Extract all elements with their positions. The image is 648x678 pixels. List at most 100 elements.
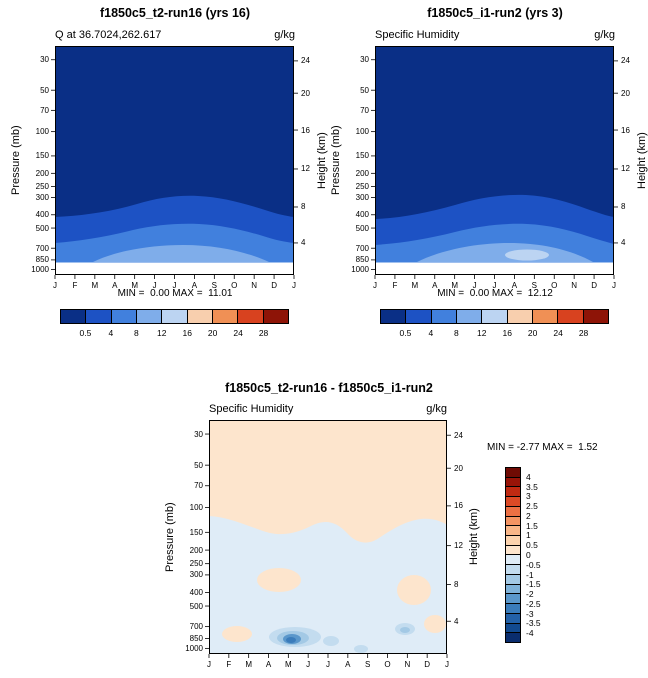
colorbar: 0.5 4 8 12 16 20 24 28: [60, 309, 289, 343]
tick-label: 1000: [31, 265, 49, 274]
tick-label: 70: [360, 105, 369, 115]
tick-label: 12: [301, 164, 310, 174]
plot-frame: [209, 420, 447, 654]
plot-header: Q at 36.7024,262.617 g/kg: [55, 29, 295, 41]
tick-label: 70: [40, 105, 49, 115]
tick-label: N: [571, 281, 578, 290]
diff-positive-patch: [424, 615, 446, 633]
colorbar-segment: [507, 310, 533, 323]
colorbar-tick-label: 12: [477, 328, 487, 338]
colorbar-segment: [506, 526, 520, 537]
tick-label: M: [91, 281, 99, 290]
tick-label: A: [432, 281, 438, 290]
tick-label: 1000: [185, 643, 203, 653]
tick-label: 12: [454, 541, 463, 551]
tick-label: J: [292, 281, 296, 290]
colorbar-segment: [506, 584, 520, 595]
tick-label: M: [131, 281, 138, 290]
tick-label: J: [373, 281, 377, 290]
tick-label: 8: [301, 202, 306, 212]
colorbar-tick-label: 3: [526, 491, 531, 502]
tick-label: 150: [355, 151, 369, 161]
tick-label: F: [392, 281, 398, 290]
units-label: g/kg: [274, 29, 295, 41]
tick-label: 16: [621, 125, 630, 135]
tick-label: O: [231, 281, 238, 290]
colorbar-tick-label: 28: [578, 328, 589, 338]
colorbar-tick-label: 8: [133, 328, 139, 338]
tick-label: 4: [301, 238, 306, 248]
tick-label: A: [112, 281, 118, 290]
colorbar-segment: [506, 468, 520, 478]
colorbar-segment: [111, 310, 137, 323]
colorbar-tick-label: 28: [258, 328, 269, 338]
colorbar-tick-label: -1: [526, 569, 534, 580]
colorbar-segment: [506, 565, 520, 575]
tick-label: A: [345, 660, 351, 669]
tick-label: J: [306, 660, 311, 669]
panel-run2: f1850c5_i1-run2 (yrs 3) Specific Humidit…: [320, 0, 648, 360]
colorbar-tick-label: 20: [207, 328, 218, 338]
y-axis-title: Pressure (mb): [10, 125, 22, 196]
colorbar-segment: [506, 487, 520, 498]
tick-label: D: [271, 281, 277, 290]
tick-label: F: [72, 281, 78, 290]
panel-title: f1850c5_t2-run16 - f1850c5_i1-run2: [225, 381, 433, 395]
diff-positive-patch: [397, 575, 431, 605]
colorbar-segment: [506, 594, 520, 605]
tick-label: 850: [189, 634, 203, 644]
diff-negative-blob: [323, 636, 339, 646]
tick-label: D: [424, 660, 431, 669]
colorbar-segment: [506, 574, 520, 585]
tick-label: 70: [194, 481, 203, 491]
tick-label: A: [511, 281, 518, 290]
tick-label: J: [326, 660, 330, 669]
contour-band-8-12: [417, 243, 593, 262]
colorbar-segment: [506, 506, 520, 517]
colorbar-tick-label: 3.5: [526, 481, 538, 492]
colorbar-tick-label: -3: [526, 608, 534, 619]
plot-frame: [375, 46, 614, 275]
tick-label: 50: [360, 85, 369, 95]
tick-label: 8: [454, 580, 459, 589]
colorbar-segment: [506, 516, 520, 527]
tick-label: 400: [35, 210, 49, 220]
tick-label: J: [172, 281, 177, 290]
colorbar-segment: [162, 310, 188, 323]
colorbar-tick-label: 8: [453, 328, 459, 338]
diff-negative-blob: [354, 645, 368, 653]
minmax-stats: MIN = 0.00 MAX = 11.01: [117, 288, 233, 299]
tick-label: 300: [35, 193, 49, 203]
y2-axis-title: Height (km): [636, 132, 648, 189]
tick-label: 850: [35, 255, 49, 265]
colorbar-segment: [136, 310, 163, 323]
colorbar-segment: [187, 310, 213, 323]
tick-label: 250: [355, 182, 369, 192]
tick-label: 4: [621, 238, 626, 248]
tick-label: 200: [355, 168, 369, 178]
tick-label: 24: [454, 430, 463, 440]
colorbar-segment: [558, 310, 584, 323]
panel-title: f1850c5_t2-run16 (yrs 16): [99, 6, 251, 20]
colorbar-segment: [506, 633, 520, 642]
tick-label: J: [53, 281, 57, 290]
tick-label: M: [451, 281, 458, 290]
tick-label: F: [226, 660, 232, 669]
field-label: Specific Humidity: [209, 403, 294, 415]
colorbar-tick-label: -2: [526, 589, 534, 600]
plot-frame: [55, 46, 294, 275]
tick-label: 50: [40, 85, 49, 95]
colorbar-tick-label: 24: [233, 328, 243, 338]
colorbar-tick-label: 0: [526, 550, 531, 560]
tick-label: 100: [35, 127, 49, 137]
contour-band-8-12: [93, 245, 269, 262]
colorbar-segment: [431, 310, 457, 323]
colorbar-segment: [238, 310, 264, 323]
colorbar-segment: [212, 310, 239, 323]
colorbar-segment: [86, 310, 112, 323]
panel-difference: f1850c5_t2-run16 - f1850c5_i1-run2 Speci…: [0, 375, 648, 678]
colorbar-tick-label: 12: [157, 328, 167, 338]
tick-label: 20: [454, 463, 463, 473]
tick-label: J: [612, 281, 616, 290]
colorbar-segment: [506, 477, 520, 488]
